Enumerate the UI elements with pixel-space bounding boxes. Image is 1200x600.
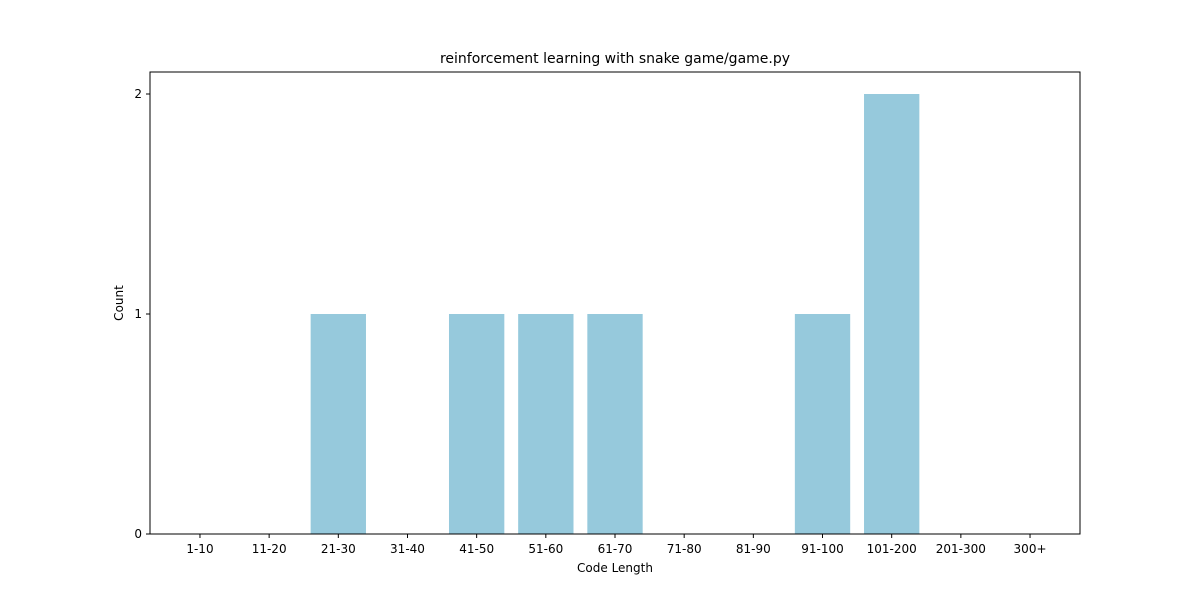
bars-group	[310, 94, 920, 534]
x-tick-label: 71-80	[667, 542, 702, 556]
x-tick-label: 201-300	[936, 542, 986, 556]
x-tick-label: 300+	[1014, 542, 1047, 556]
y-axis-label: Count	[112, 285, 126, 321]
bar-41-50	[448, 314, 505, 534]
y-tick-label: 1	[134, 307, 142, 321]
x-axis-label: Code Length	[577, 561, 653, 575]
x-tick-label: 1-10	[186, 542, 213, 556]
x-tick-label: 61-70	[598, 542, 633, 556]
bar-21-30	[310, 314, 366, 534]
bar-51-60	[518, 314, 574, 534]
x-tick-label: 81-90	[736, 542, 771, 556]
x-tick-label: 31-40	[390, 542, 425, 556]
chart-title: reinforcement learning with snake game/g…	[440, 51, 790, 67]
x-tick-label: 101-200	[867, 542, 917, 556]
bar-91-100	[794, 314, 851, 534]
x-tick-label: 11-20	[252, 542, 287, 556]
y-tick-label: 0	[134, 527, 142, 541]
bar-61-70	[587, 314, 643, 534]
bar-101-200	[864, 94, 920, 534]
x-axis-ticks: 1-10 11-20 21-30 31-40 41-50 51-60 61-70 71-80 8…	[186, 534, 1047, 556]
x-tick-label: 41-50	[459, 542, 494, 556]
x-tick-label: 91-100	[801, 542, 844, 556]
x-tick-label: 21-30	[321, 542, 356, 556]
y-tick-label: 2	[134, 87, 142, 101]
x-tick-label: 51-60	[528, 542, 563, 556]
y-axis-ticks: 0 1 2	[134, 87, 150, 541]
